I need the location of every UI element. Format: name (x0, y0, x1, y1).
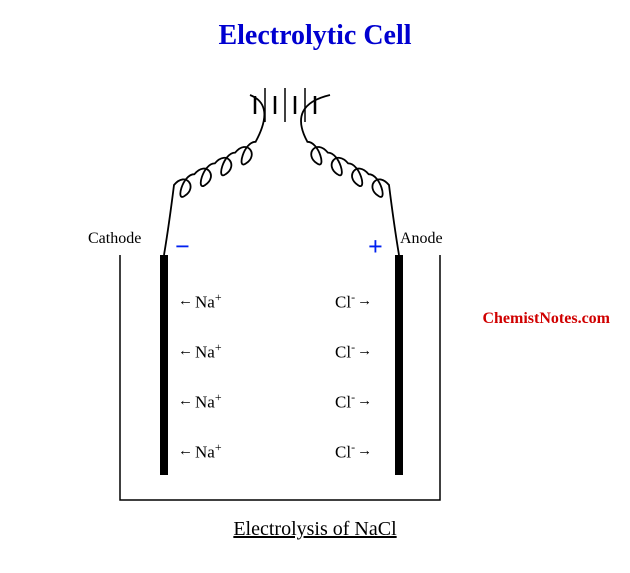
ion-species: Cl- (335, 440, 355, 463)
arrow-left-icon: ← (178, 393, 193, 410)
diagram-svg (0, 0, 630, 573)
arrow-left-icon: ← (178, 293, 193, 310)
arrow-left-icon: ← (178, 343, 193, 360)
arrow-right-icon: → (357, 443, 372, 460)
caption: Electrolysis of NaCl (0, 518, 630, 541)
anode-ion: Cl-→ (335, 440, 372, 463)
anode-ion: Cl-→ (335, 390, 372, 413)
ion-species: Na+ (195, 290, 222, 313)
anode-label: Anode (400, 230, 443, 248)
ion-species: Na+ (195, 440, 222, 463)
anode-ion: Cl-→ (335, 340, 372, 363)
cathode-sign: − (175, 232, 190, 262)
arrow-left-icon: ← (178, 443, 193, 460)
cathode-label: Cathode (88, 230, 141, 248)
cathode-ion: ←Na+ (178, 340, 222, 363)
ion-species: Na+ (195, 340, 222, 363)
arrow-right-icon: → (357, 343, 372, 360)
cathode-ion: ←Na+ (178, 440, 222, 463)
arrow-right-icon: → (357, 393, 372, 410)
arrow-right-icon: → (357, 293, 372, 310)
watermark: ChemistNotes.com (482, 310, 610, 328)
ion-species: Cl- (335, 290, 355, 313)
anode-ion: Cl-→ (335, 290, 372, 313)
ion-species: Cl- (335, 390, 355, 413)
anode-sign: + (368, 232, 383, 262)
ion-species: Na+ (195, 390, 222, 413)
cathode-ion: ←Na+ (178, 390, 222, 413)
cathode-ion: ←Na+ (178, 290, 222, 313)
ion-species: Cl- (335, 340, 355, 363)
